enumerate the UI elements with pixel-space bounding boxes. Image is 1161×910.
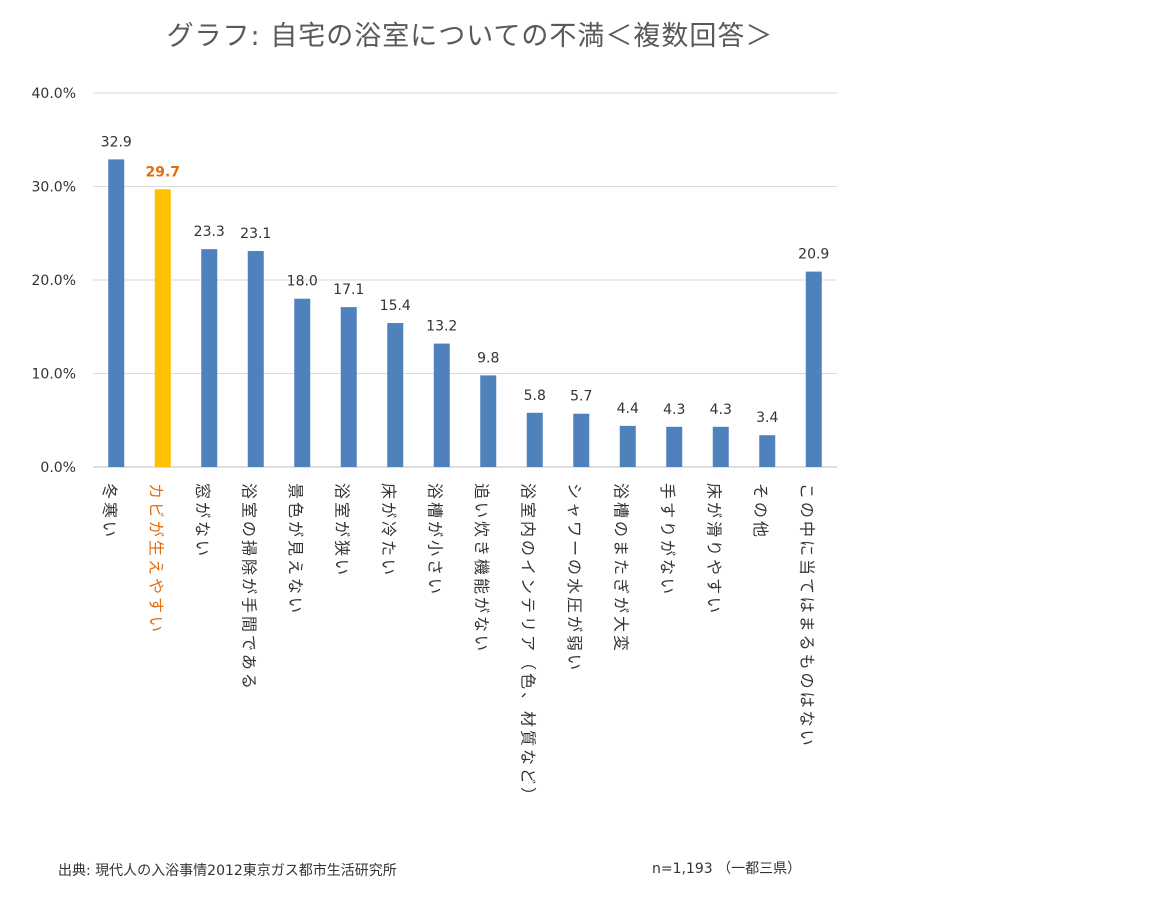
data-label: 4.4: [617, 401, 639, 417]
data-label: 23.3: [194, 224, 225, 240]
bar: [712, 426, 729, 467]
category-label: 浴室の掃除が手間である: [239, 483, 258, 692]
y-axis-ticks: 0.0% 10.0% 20.0% 30.0% 40.0%: [32, 86, 76, 476]
data-label: 18.0: [287, 274, 318, 290]
data-label: 20.9: [798, 247, 829, 263]
bar: [201, 249, 218, 467]
value-labels: 32.9 29.7 23.3 23.1 18.0 17.1 15.4 13.2 9.8 5.8 5.…: [101, 134, 830, 426]
category-label: 浴槽が小さい: [425, 483, 444, 597]
data-label: 17.1: [333, 282, 364, 298]
data-label: 4.3: [663, 402, 685, 418]
data-label: 5.7: [570, 389, 592, 405]
bar: [108, 159, 125, 467]
bar: [480, 375, 497, 467]
bar: [759, 435, 776, 467]
data-label: 15.4: [380, 298, 411, 314]
data-label: 13.2: [426, 319, 457, 335]
bar: [573, 413, 590, 467]
category-label: 浴室が狭い: [332, 483, 351, 578]
data-label: 3.4: [756, 410, 778, 426]
category-label: 景色が見えない: [286, 483, 305, 616]
data-label: 9.8: [477, 350, 499, 366]
bar: [526, 412, 543, 467]
category-label: 床が滑りやすい: [704, 483, 723, 616]
bar: [387, 323, 404, 467]
category-label: カビが生えやすい: [146, 483, 165, 635]
bar: [619, 425, 636, 467]
category-label: 浴室内のインテリア（色、材質など）: [518, 483, 537, 806]
data-label: 29.7: [145, 164, 180, 180]
bar: [433, 343, 450, 467]
y-tick-label: 10.0%: [32, 367, 76, 383]
y-tick-label: 20.0%: [32, 273, 76, 289]
bar: [340, 307, 357, 467]
category-label: 浴槽のまたぎが大変: [611, 483, 630, 654]
y-tick-label: 30.0%: [32, 180, 76, 196]
bar: [154, 189, 171, 467]
category-labels: 冬寒い カビが生えやすい 窓がない 浴室の掃除が手間である 景色が見えない 浴室が狭い 床が…: [100, 483, 817, 806]
chart-title: グラフ: 自宅の浴室についての不満＜複数回答＞: [166, 21, 774, 52]
bars: [108, 159, 822, 467]
category-label: この中に当てはまるものはない: [797, 483, 816, 749]
bar: [666, 426, 683, 467]
bar: [294, 298, 311, 467]
category-label: シャワーの水圧が弱い: [565, 483, 584, 673]
source-note: 出典: 現代人の入浴事情2012東京ガス都市生活研究所: [58, 863, 397, 879]
data-label: 23.1: [240, 226, 271, 242]
bar: [247, 251, 264, 467]
category-label: 追い炊き機能がない: [472, 483, 491, 654]
category-label: 窓がない: [193, 483, 212, 559]
sample-size-note: n=1,193 （一都三県）: [652, 861, 802, 877]
category-label: その他: [751, 483, 770, 540]
data-label: 32.9: [101, 134, 132, 150]
data-label: 4.3: [710, 402, 732, 418]
category-label: 床が冷たい: [379, 483, 398, 578]
category-label: 冬寒い: [100, 483, 119, 540]
y-tick-label: 40.0%: [32, 86, 76, 102]
y-tick-label: 0.0%: [40, 460, 76, 476]
category-label: 手すりがない: [658, 483, 677, 597]
data-label: 5.8: [524, 388, 546, 404]
bar: [805, 271, 822, 467]
